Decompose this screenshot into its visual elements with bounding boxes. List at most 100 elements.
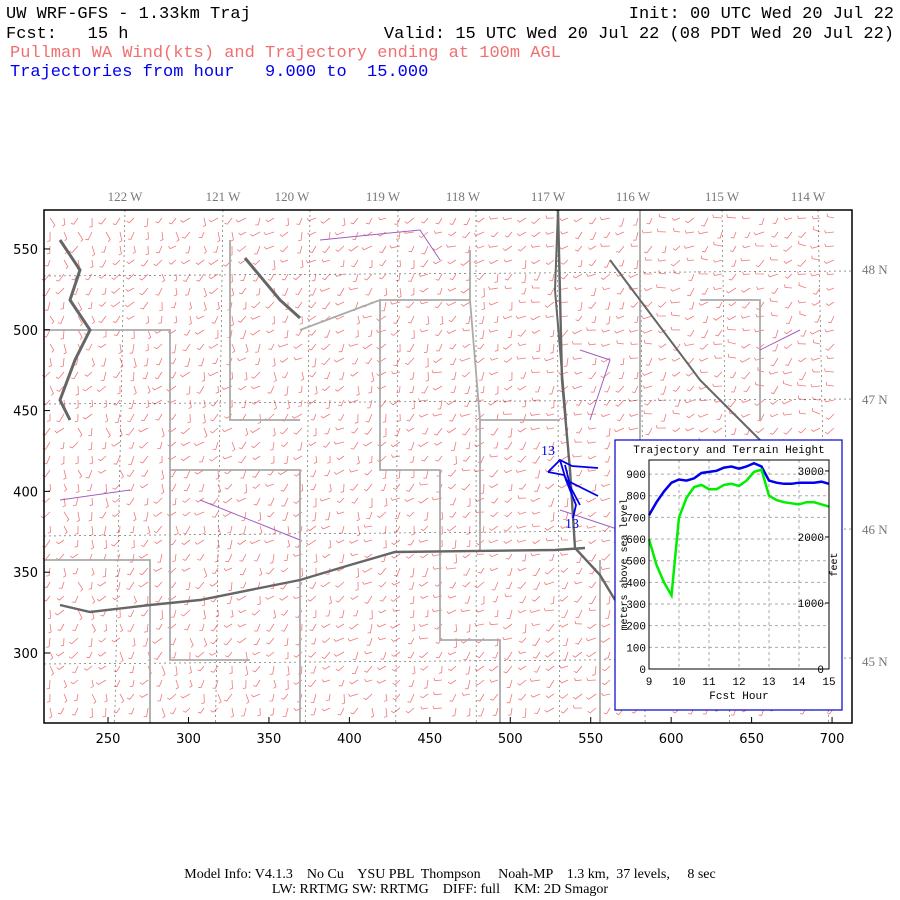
wind-barb <box>600 413 611 418</box>
wind-barb <box>225 651 233 658</box>
wind-barb <box>599 216 611 221</box>
wind-barb <box>601 553 611 561</box>
wind-barb <box>823 259 835 264</box>
wind-barb <box>117 609 121 619</box>
wind-barb <box>154 651 163 660</box>
wind-barb <box>102 567 107 578</box>
wind-barb <box>180 441 191 447</box>
wind-barb <box>516 356 527 360</box>
wind-barb <box>517 567 527 572</box>
wind-barb <box>99 511 107 519</box>
wind-barb <box>314 553 318 564</box>
wind-barb <box>655 425 667 429</box>
wind-barb <box>419 329 429 333</box>
wind-barb <box>156 623 163 630</box>
wind-barb <box>183 273 191 282</box>
wind-barb <box>391 539 401 546</box>
wind-barb <box>118 343 122 354</box>
wind-barb <box>548 385 555 395</box>
wind-barb <box>405 707 415 714</box>
wind-barb <box>324 329 331 338</box>
wind-barb <box>225 553 233 563</box>
wind-barb <box>505 553 513 560</box>
wind-barb <box>446 427 457 434</box>
wind-barb <box>237 539 247 545</box>
wind-barb <box>588 539 597 545</box>
wind-barb <box>335 427 345 431</box>
wind-barb <box>672 410 681 415</box>
wind-barb <box>767 273 779 278</box>
wind-barb <box>207 371 219 377</box>
y-tick-label: 0 <box>639 665 646 677</box>
wind-barb <box>85 469 93 479</box>
wind-barb <box>210 413 219 422</box>
wind-barb <box>783 217 793 221</box>
wind-barb <box>502 315 513 320</box>
wind-barb <box>465 441 471 450</box>
wind-barb <box>543 608 555 612</box>
wind-barb <box>421 385 429 394</box>
wind-barb <box>605 301 611 310</box>
wind-barb <box>203 287 208 298</box>
wind-barb <box>293 427 303 435</box>
wind-barb <box>592 357 597 366</box>
wind-barb <box>603 231 611 239</box>
wind-barb <box>701 217 709 227</box>
wind-barb <box>362 315 373 319</box>
wind-barb <box>308 343 317 351</box>
wind-barb <box>55 651 65 657</box>
wind-barb <box>560 552 569 556</box>
wind-barb <box>214 329 219 339</box>
wind-barb <box>810 384 821 388</box>
wind-barb <box>447 595 457 599</box>
wind-barb <box>223 623 233 628</box>
wind-barb <box>228 581 233 592</box>
wind-barb <box>517 329 527 337</box>
wind-barb <box>351 665 359 675</box>
wind-barb <box>298 399 303 407</box>
wind-barb <box>113 679 121 688</box>
wind-barb <box>129 553 135 563</box>
wind-barb <box>142 637 149 647</box>
wind-barb <box>377 567 387 576</box>
wind-barb <box>574 245 583 252</box>
wind-barb <box>462 327 471 332</box>
wind-barb <box>363 524 373 528</box>
wind-barb <box>813 339 821 345</box>
wind-barb <box>434 301 443 309</box>
wind-barb <box>380 483 387 491</box>
wind-barb <box>423 469 429 479</box>
trajectory-label: 13 <box>565 517 579 532</box>
wind-barb <box>168 245 177 250</box>
wind-barb <box>280 483 289 492</box>
wind-barb <box>531 397 541 401</box>
wind-barb <box>97 455 107 462</box>
wind-barb <box>575 231 583 240</box>
wind-barb <box>560 525 569 529</box>
wind-barb <box>90 679 94 689</box>
wind-barb <box>161 707 166 719</box>
wind-barb <box>223 567 233 572</box>
wind-barb <box>712 427 723 434</box>
wind-barb <box>132 637 136 647</box>
wind-barb <box>449 273 457 280</box>
wind-barb <box>230 609 234 618</box>
wind-barb <box>410 260 415 270</box>
wind-barb <box>55 273 65 282</box>
wind-barb <box>63 469 67 480</box>
wind-barb <box>546 426 555 430</box>
wind-barb <box>145 343 149 352</box>
wind-barb <box>516 539 527 543</box>
wind-barb <box>420 525 429 532</box>
wind-barb <box>548 441 555 451</box>
wind-barb <box>382 469 387 479</box>
wind-barb <box>227 525 233 534</box>
wind-barb <box>143 357 149 367</box>
wind-barb <box>824 427 835 435</box>
wind-barb <box>392 483 401 490</box>
wind-barb <box>754 328 765 333</box>
wind-barb <box>159 455 163 464</box>
wind-barb <box>351 427 359 434</box>
wind-barb <box>770 243 779 247</box>
wind-barb <box>391 637 401 642</box>
